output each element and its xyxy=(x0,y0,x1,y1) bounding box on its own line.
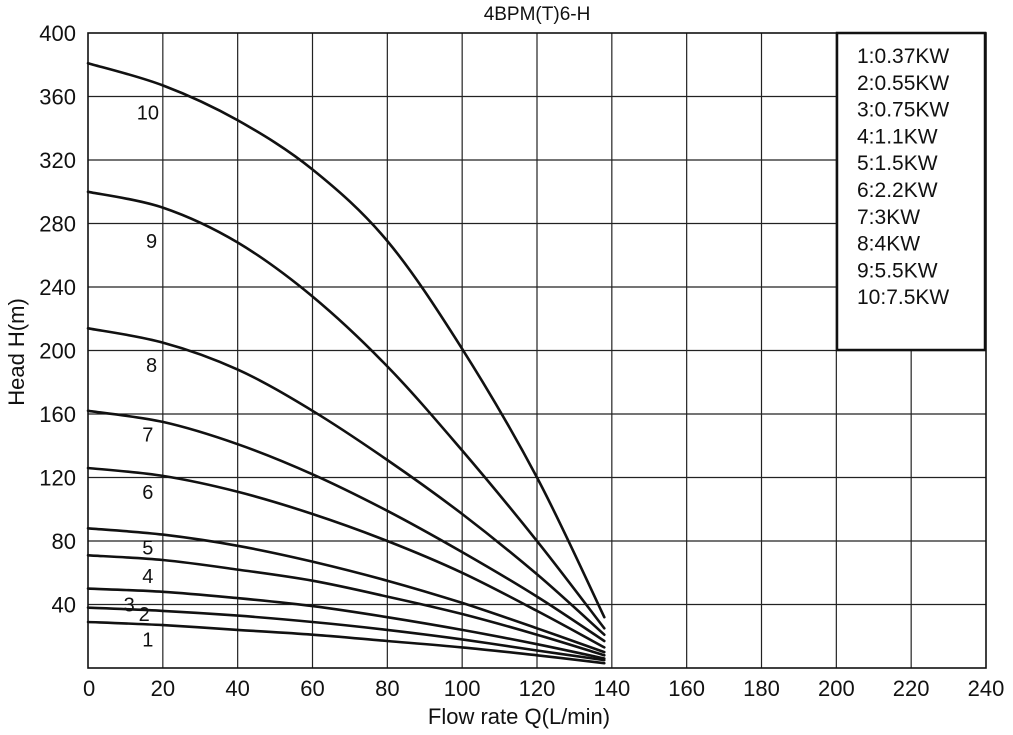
legend-item: 7:3KW xyxy=(857,206,920,229)
x-tick-label: 80 xyxy=(375,676,399,701)
y-tick-label: 240 xyxy=(39,275,76,300)
legend-item: 4:1.1KW xyxy=(857,125,938,148)
x-tick-label: 60 xyxy=(300,676,324,701)
y-tick-label: 360 xyxy=(39,85,76,110)
pump-curve-10 xyxy=(86,61,606,619)
legend-item: 2:0.55KW xyxy=(857,72,949,95)
y-tick-label: 320 xyxy=(39,148,76,173)
y-tick-label: 120 xyxy=(39,466,76,491)
legend: 1:0.37KW 2:0.55KW 3:0.75KW 4:1.1KW 5:1.5KW 6:… xyxy=(835,31,987,352)
curve-label-2: 2 xyxy=(139,604,150,626)
legend-item: 6:2.2KW xyxy=(857,179,938,202)
pump-curve-9 xyxy=(86,190,606,630)
curve-label-9: 9 xyxy=(146,231,157,253)
x-tick-label: 160 xyxy=(668,676,705,701)
pump-curve-6 xyxy=(86,466,606,649)
pump-curve-5 xyxy=(86,527,606,654)
legend-item: 1:0.37KW xyxy=(857,45,949,68)
y-tick-label: 280 xyxy=(39,212,76,237)
curve-label-8: 8 xyxy=(146,355,157,377)
x-tick-label: 200 xyxy=(818,676,855,701)
x-tick-label: 100 xyxy=(444,676,481,701)
y-axis-title: Head H(m) xyxy=(4,298,29,406)
legend-item: 5:1.5KW xyxy=(857,152,938,175)
pump-curves xyxy=(86,61,606,665)
curve-label-6: 6 xyxy=(142,482,153,504)
chart-title: 4BPM(T)6-H xyxy=(484,4,591,25)
y-tick-label: 40 xyxy=(52,593,76,618)
pump-curve-4 xyxy=(86,554,606,657)
x-tick-label: 0 xyxy=(83,676,95,701)
y-tick-label: 200 xyxy=(39,339,76,364)
pump-curve-8 xyxy=(86,327,606,636)
axis-ticks: 0 20 40 60 80 100 120 140 160 180 200 220 2404080120… xyxy=(39,21,1004,701)
curve-label-3: 3 xyxy=(124,595,135,617)
curve-label-1: 1 xyxy=(142,629,153,651)
x-tick-label: 220 xyxy=(893,676,930,701)
curve-label-10: 10 xyxy=(137,102,159,124)
legend-item: 9:5.5KW xyxy=(857,259,938,282)
x-tick-label: 20 xyxy=(151,676,175,701)
pump-curve-3 xyxy=(86,587,606,660)
legend-box xyxy=(835,31,987,352)
legend-item: 3:0.75KW xyxy=(857,99,949,122)
curve-label-5: 5 xyxy=(142,537,153,559)
x-tick-label: 40 xyxy=(225,676,249,701)
curve-labels: 1 234 5 6 7 8 9 10 xyxy=(124,102,159,651)
x-axis-title: Flow rate Q(L/min) xyxy=(428,704,610,729)
x-tick-label: 240 xyxy=(968,676,1005,701)
legend-item: 8:4KW xyxy=(857,233,920,256)
y-tick-label: 160 xyxy=(39,402,76,427)
y-tick-label: 400 xyxy=(39,21,76,46)
pump-curve-7 xyxy=(86,409,606,643)
pump-curve-1 xyxy=(86,620,606,665)
y-tick-label: 80 xyxy=(52,529,76,554)
x-tick-label: 180 xyxy=(743,676,780,701)
curve-label-7: 7 xyxy=(142,425,153,447)
x-tick-label: 120 xyxy=(519,676,556,701)
legend-item: 10:7.5KW xyxy=(857,286,949,309)
pump-curve-2 xyxy=(86,606,606,662)
x-tick-label: 140 xyxy=(593,676,630,701)
curve-label-4: 4 xyxy=(142,566,153,588)
